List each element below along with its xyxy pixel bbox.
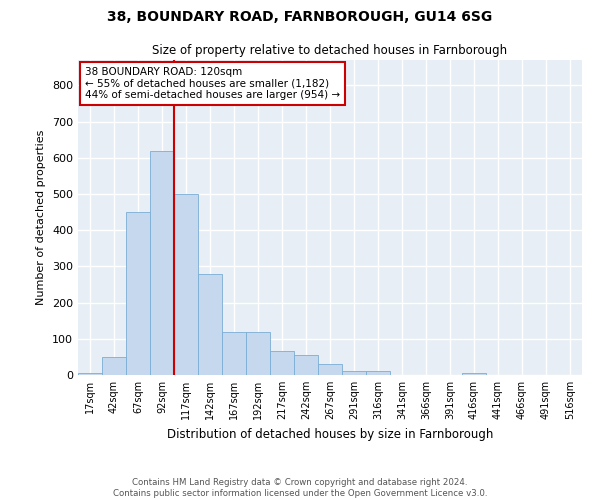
Text: 38, BOUNDARY ROAD, FARNBOROUGH, GU14 6SG: 38, BOUNDARY ROAD, FARNBOROUGH, GU14 6SG — [107, 10, 493, 24]
Text: 38 BOUNDARY ROAD: 120sqm
← 55% of detached houses are smaller (1,182)
44% of sem: 38 BOUNDARY ROAD: 120sqm ← 55% of detach… — [85, 67, 340, 100]
Bar — [342, 372, 366, 375]
Bar — [150, 150, 174, 375]
Text: Contains HM Land Registry data © Crown copyright and database right 2024.
Contai: Contains HM Land Registry data © Crown c… — [113, 478, 487, 498]
Bar — [78, 373, 102, 375]
Bar — [174, 194, 198, 375]
Bar — [126, 212, 150, 375]
Bar — [246, 332, 270, 375]
Bar — [318, 364, 342, 375]
Bar — [366, 372, 390, 375]
Title: Size of property relative to detached houses in Farnborough: Size of property relative to detached ho… — [152, 44, 508, 58]
Bar — [294, 355, 318, 375]
Bar — [270, 352, 294, 375]
Bar — [462, 373, 486, 375]
Y-axis label: Number of detached properties: Number of detached properties — [37, 130, 46, 305]
X-axis label: Distribution of detached houses by size in Farnborough: Distribution of detached houses by size … — [167, 428, 493, 440]
Bar — [102, 357, 126, 375]
Bar — [222, 332, 246, 375]
Bar — [198, 274, 222, 375]
